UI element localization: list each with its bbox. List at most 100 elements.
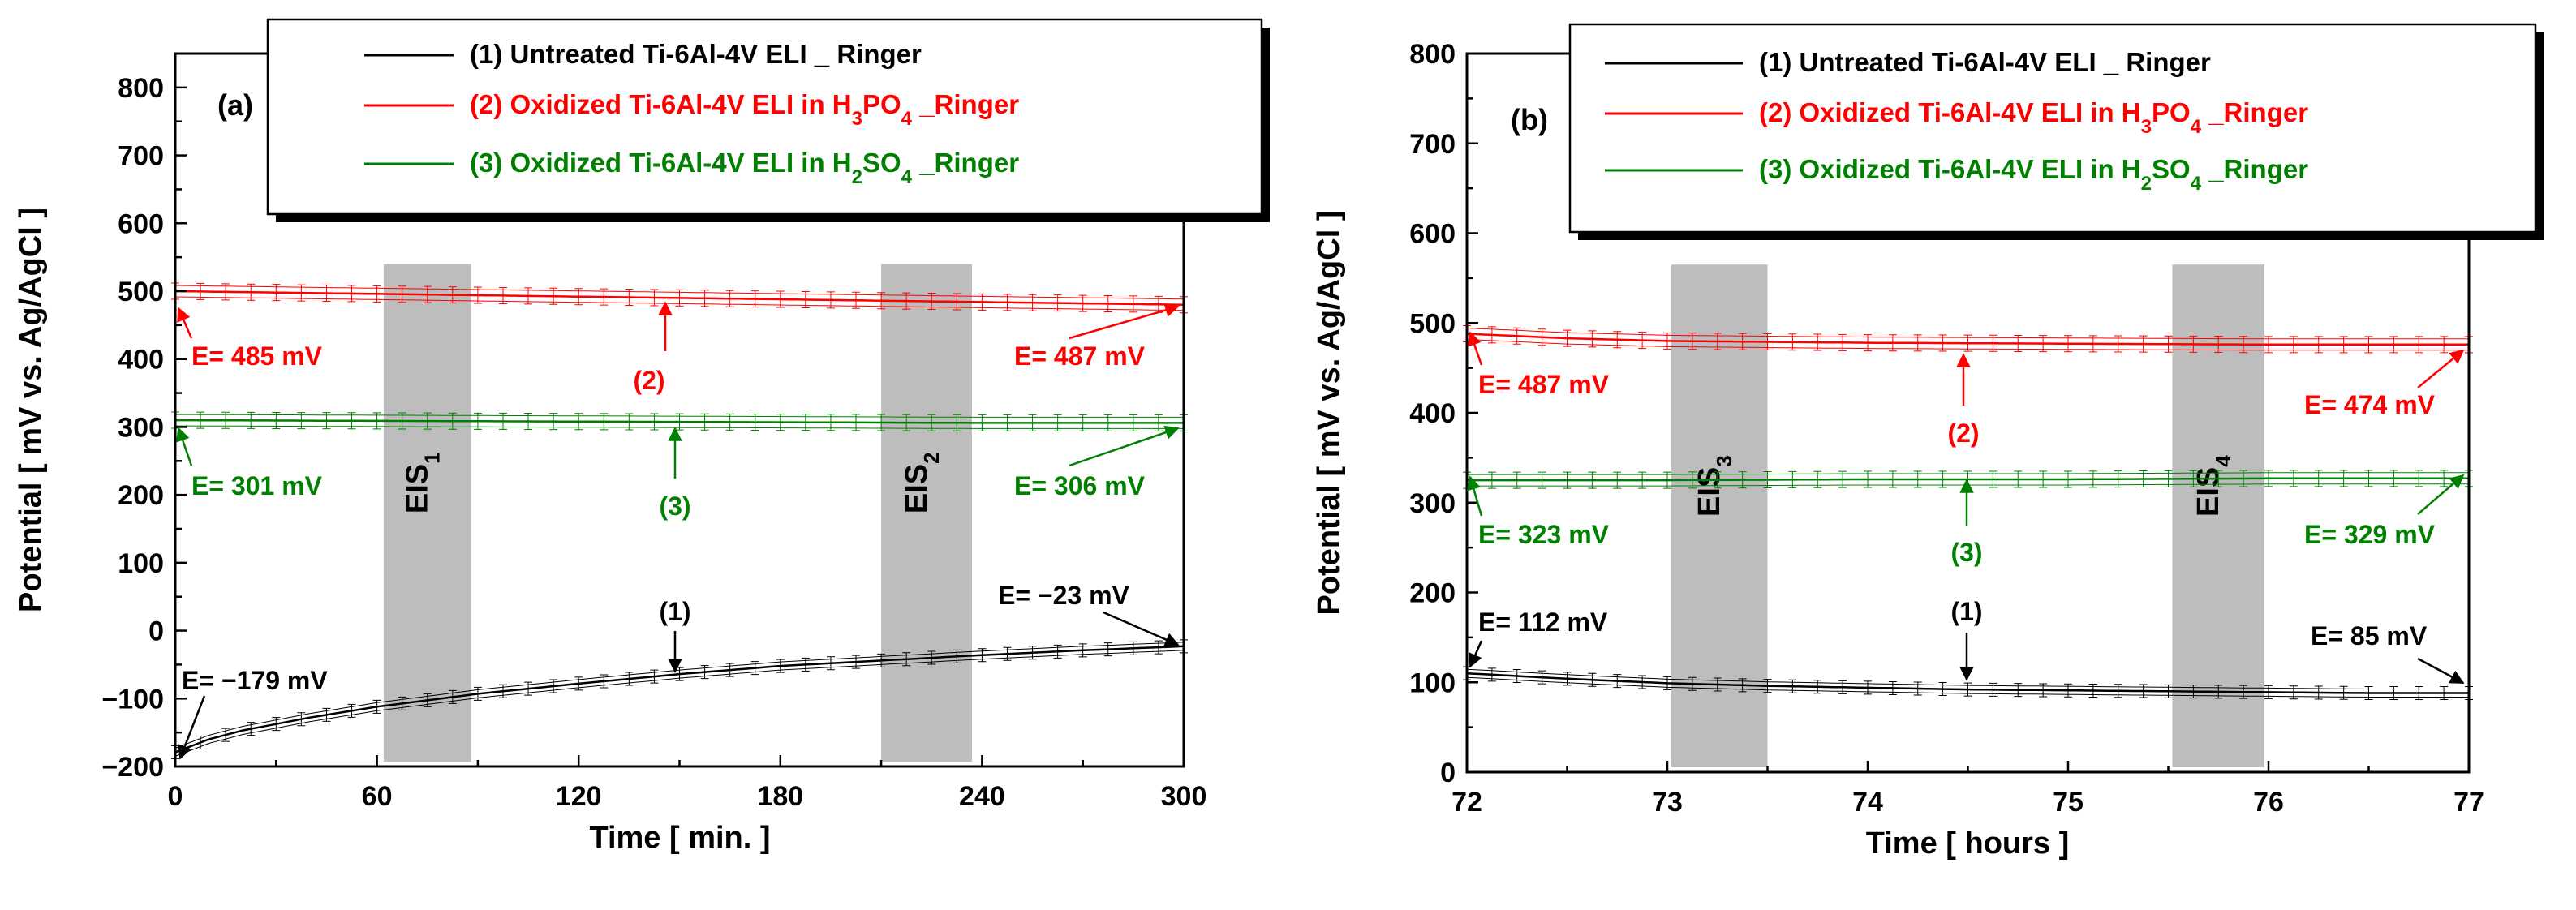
- error-bar: [398, 696, 406, 710]
- error-bar: [877, 292, 886, 310]
- error-bar: [1129, 641, 1137, 655]
- error-bar: [1788, 679, 1797, 693]
- error-bar: [1989, 470, 1998, 488]
- error-bar: [2039, 470, 2048, 488]
- error-bar: [1078, 294, 1087, 312]
- error-bar: [2139, 335, 2148, 353]
- error-bar: [1053, 294, 1062, 312]
- eis-label-2: EIS2: [900, 452, 944, 513]
- series-3: [1463, 470, 2473, 489]
- error-bar: [1738, 471, 1747, 489]
- error-bar: [2114, 335, 2122, 353]
- error-bar: [574, 288, 583, 306]
- error-bar: [473, 412, 482, 430]
- error-bar: [2189, 685, 2198, 699]
- error-bar: [1003, 294, 1012, 311]
- annotation-label: E= −179 mV: [182, 666, 328, 695]
- error-bar: [1864, 470, 1872, 488]
- error-bar: [2088, 335, 2097, 353]
- error-bar: [2064, 335, 2072, 353]
- error-bar: [1763, 471, 1772, 489]
- error-bar: [1788, 470, 1797, 488]
- error-bar: [1663, 471, 1671, 489]
- error-bar: [297, 712, 306, 727]
- error-bar: [196, 735, 205, 749]
- error-bar: [2289, 685, 2298, 700]
- error-bar: [625, 413, 634, 431]
- error-bar: [247, 411, 256, 429]
- error-bar: [953, 293, 961, 311]
- error-bar: [1154, 414, 1163, 431]
- legend-entry-1: (1) Untreated Ti-6Al-4V ELI _ Ringer: [470, 39, 922, 69]
- error-bar: [1003, 414, 1012, 431]
- error-bar: [1487, 326, 1496, 344]
- error-bar: [247, 722, 256, 736]
- y-tick-label: 600: [1409, 219, 1456, 250]
- error-bar: [1588, 330, 1597, 348]
- error-bar: [1713, 471, 1722, 489]
- error-bar: [2440, 686, 2449, 701]
- error-bar: [2014, 683, 2023, 698]
- error-bar: [196, 411, 205, 429]
- y-tick-label: 800: [1409, 39, 1456, 70]
- x-tick-label: 240: [959, 781, 1005, 812]
- error-bar: [2339, 685, 2348, 700]
- y-tick-label: 500: [118, 277, 164, 307]
- error-bar: [1487, 471, 1496, 489]
- error-bar: [398, 412, 406, 430]
- error-bar: [978, 414, 987, 431]
- error-bar: [322, 412, 331, 430]
- error-bar: [372, 285, 381, 303]
- annotation-arrow: [2417, 657, 2465, 685]
- error-bar: [1888, 334, 1897, 352]
- error-bar: [1663, 676, 1671, 690]
- eis-label-2: EIS4: [2191, 455, 2235, 517]
- error-bar: [776, 290, 785, 308]
- error-bar: [1103, 642, 1112, 657]
- error-bar: [1053, 644, 1062, 659]
- error-bar: [725, 663, 734, 677]
- error-bar: [1103, 294, 1112, 312]
- error-bar: [801, 290, 810, 308]
- error-bar: [1913, 681, 1922, 696]
- error-bar: [877, 414, 886, 431]
- eis-label-1: EIS3: [1692, 455, 1736, 517]
- error-bar: [2064, 683, 2072, 698]
- y-tick-label: 400: [1409, 398, 1456, 429]
- series-2: [1463, 325, 2473, 354]
- error-bar: [2389, 336, 2398, 354]
- error-bar: [524, 287, 533, 305]
- series-3: [171, 411, 1188, 431]
- error-bar: [2014, 334, 2023, 352]
- error-bar: [2415, 470, 2423, 487]
- error-bar: [625, 289, 634, 307]
- error-bar: [448, 286, 457, 304]
- error-bar: [2139, 470, 2148, 488]
- error-bar: [675, 289, 684, 307]
- error-bar: [423, 285, 432, 303]
- y-tick-label: 300: [118, 412, 164, 443]
- error-bar: [1588, 471, 1597, 489]
- x-tick-label: 60: [362, 781, 393, 812]
- error-bar: [2214, 336, 2223, 354]
- annotation-arrow: [177, 307, 193, 339]
- error-bar: [1028, 646, 1037, 660]
- error-bar: [1813, 470, 1822, 488]
- error-bar: [1103, 414, 1112, 431]
- annotation-label: E= 329 mV: [2304, 520, 2436, 549]
- error-bar: [498, 412, 507, 430]
- panel-b: EIS3 EIS4 0 100 200 300 400 500 600 700 800 72 73 74 7…: [1312, 23, 2544, 861]
- error-bar: [1963, 334, 1972, 352]
- error-bar: [322, 285, 331, 303]
- error-bar: [927, 293, 936, 311]
- error-bar: [1129, 414, 1137, 431]
- error-bar: [1053, 414, 1062, 431]
- series-2: [171, 282, 1188, 314]
- x-tick-label: 74: [1852, 787, 1883, 818]
- error-bar: [1963, 682, 1972, 697]
- series-line-1: [174, 645, 1185, 753]
- error-bar: [2114, 470, 2122, 488]
- error-bar: [498, 684, 507, 698]
- error-bar: [2264, 470, 2273, 487]
- y-tick-label: −200: [101, 752, 164, 783]
